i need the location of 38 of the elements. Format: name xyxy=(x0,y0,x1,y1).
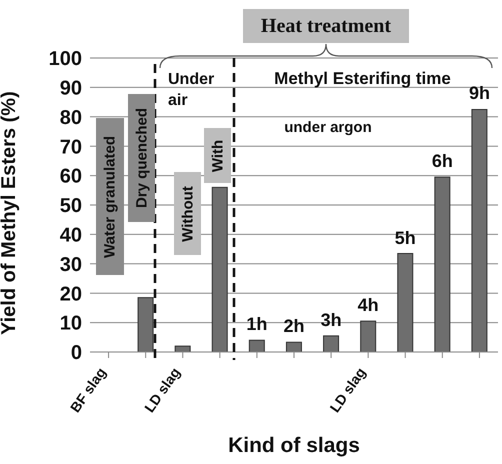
y-tick-label: 70 xyxy=(60,136,82,158)
annotation: Dry quenched xyxy=(132,108,151,208)
y-tick-label: 10 xyxy=(60,312,82,335)
annotation: 6h xyxy=(430,151,454,172)
text: Heat treatment xyxy=(260,14,392,36)
annotation: 1h xyxy=(245,314,268,336)
annotation: 5h xyxy=(394,228,417,248)
y-axis-title: Yield of Methyl Esters (%) xyxy=(0,91,20,335)
annotation: 4h xyxy=(356,295,380,316)
annotation: Water granulated xyxy=(100,136,120,258)
annotation: Under air xyxy=(168,70,216,111)
y-tick-label: 90 xyxy=(60,78,82,100)
y-tick-label: 20 xyxy=(60,283,82,306)
y-tick-label: 60 xyxy=(60,166,82,188)
y-tick-label: 40 xyxy=(60,224,82,246)
x-axis-title: Kind of slags xyxy=(228,434,360,457)
bar xyxy=(138,297,154,352)
y-tick-label: 50 xyxy=(60,195,82,218)
bar xyxy=(397,253,414,352)
bar xyxy=(360,320,376,352)
annotation: 2h xyxy=(282,316,306,338)
annotation: Methyl Esterifing time xyxy=(274,68,451,88)
annotation: 3h xyxy=(320,310,343,331)
bar xyxy=(323,335,340,352)
bar xyxy=(471,108,488,352)
bar xyxy=(212,186,228,352)
y-tick-label: 30 xyxy=(60,254,82,276)
y-tick-label: 100 xyxy=(48,48,82,70)
annotation: Without xyxy=(178,186,197,242)
bar xyxy=(248,340,265,352)
bar xyxy=(174,346,191,352)
bar xyxy=(286,342,302,352)
bar xyxy=(434,176,450,352)
y-tick-label: 80 xyxy=(60,106,82,129)
annotation: 9h xyxy=(468,83,491,104)
annotation: With xyxy=(208,139,227,172)
y-tick-label: 0 xyxy=(70,342,82,364)
annotation: under argon xyxy=(284,118,372,138)
